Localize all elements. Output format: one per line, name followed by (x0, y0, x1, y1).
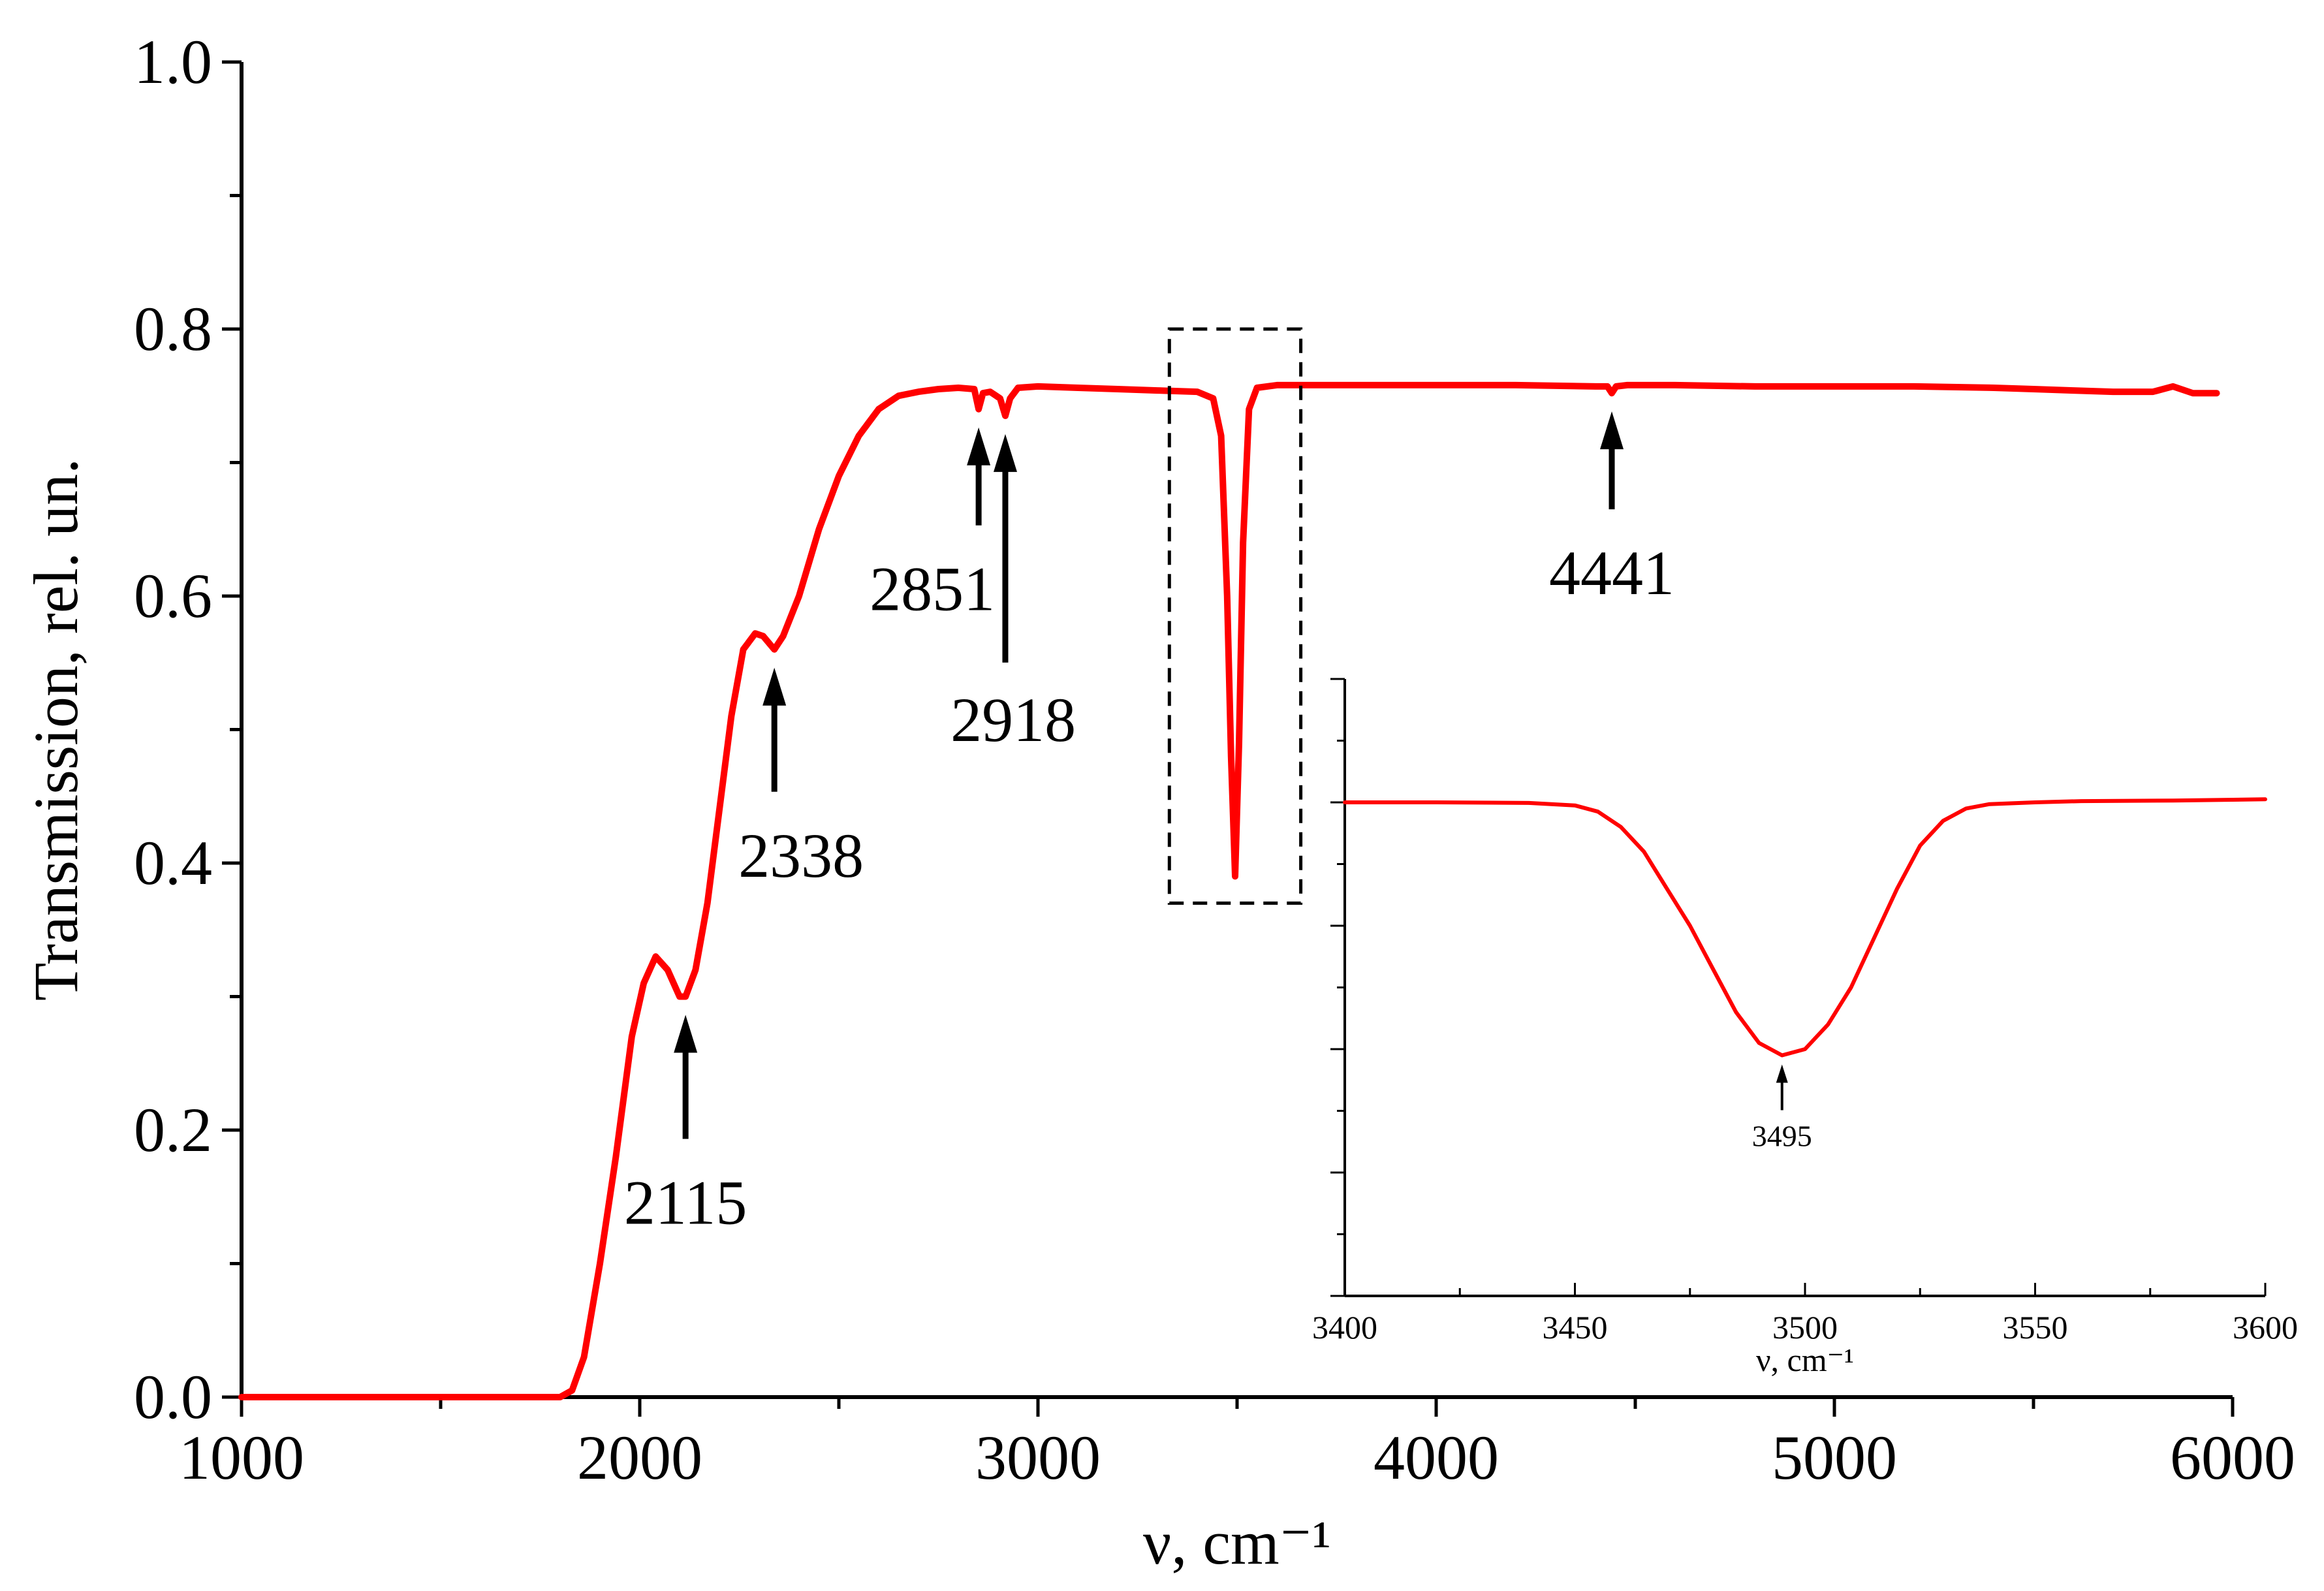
y-tick-label: 0.8 (134, 294, 212, 364)
peak-arrow-head (993, 433, 1017, 472)
inset-peak-arrow-head (1776, 1064, 1788, 1083)
peak-label-2851: 2851 (870, 554, 995, 624)
x-tick-label: 3000 (975, 1423, 1101, 1492)
peak-arrow-head (674, 1015, 698, 1053)
transmission-series-line (238, 381, 2220, 1400)
x-tick-label: 5000 (1772, 1423, 1897, 1492)
y-tick-label: 0.4 (134, 828, 212, 898)
inset-x-tick-label: 3400 (1312, 1309, 1377, 1346)
inset-x-tick-label: 3600 (2233, 1309, 2298, 1346)
x-tick-label: 4000 (1374, 1423, 1499, 1492)
peak-arrow-head (762, 667, 787, 706)
x-tick-label: 6000 (2170, 1423, 2295, 1492)
x-axis-title: ν, cm⁻¹ (1143, 1507, 1331, 1577)
y-tick-label: 0.6 (134, 561, 212, 631)
peak-label-2115: 2115 (624, 1168, 747, 1238)
y-tick-label: 0.2 (134, 1095, 212, 1165)
peak-arrow-head (967, 427, 991, 465)
inset-x-tick-label: 3550 (2003, 1309, 2068, 1346)
y-axis-title: Transmission, rel. un. (21, 458, 91, 1001)
inset-peak-label-3495: 3495 (1752, 1119, 1812, 1152)
inset-plot: 3400 3450 3500 3550 3600 ν, cm⁻¹ 3495 (1312, 678, 2298, 1378)
inset-x-tick-label: 3500 (1772, 1309, 1838, 1346)
y-tick-label: 1.0 (134, 27, 212, 97)
y-tick-label: 0.0 (134, 1362, 212, 1432)
x-tick-label: 2000 (577, 1423, 702, 1492)
inset-x-tick-label: 3450 (1543, 1309, 1608, 1346)
peak-label-2918: 2918 (950, 685, 1076, 755)
inset-series-line (1343, 797, 2267, 1058)
peak-label-2338: 2338 (738, 821, 864, 890)
main-plot: 1000 2000 3000 4000 5000 6000 0.0 0.2 0.4 0.6 0.8 1… (21, 27, 2295, 1577)
x-tick-label: 1000 (179, 1423, 304, 1492)
peak-label-4441: 4441 (1549, 538, 1674, 608)
inset-x-axis-title: ν, cm⁻¹ (1756, 1342, 1854, 1378)
peak-arrow-head (1600, 411, 1624, 450)
inset-background (1345, 679, 2265, 1296)
